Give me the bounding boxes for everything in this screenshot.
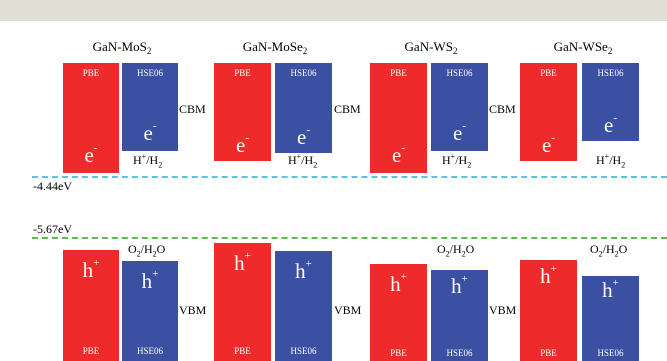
electron-symbol: e- [392,142,405,167]
vbm-pbe-bar-gan-mose2: h+ PBE [214,243,271,361]
water-oxidation-label: O2/H2O [590,242,628,259]
electron-symbol: e- [542,132,555,157]
pbe-label: PBE [540,348,557,358]
vbm-label: VBM [179,303,207,317]
cbm-pbe-bar-gan-ws2: PBE e- [370,63,427,173]
electron-symbol: e- [297,124,310,149]
top-bar [0,0,667,21]
pbe-label: PBE [234,346,251,356]
electron-symbol: e- [453,120,466,145]
hse06-label: HSE06 [290,346,317,356]
reduction-potential-line [32,176,667,178]
cbm-pbe-bar-gan-mos2: PBE e- [63,63,119,173]
panel-title-gan-mose2: GaN-MoSe2 [242,39,308,56]
vbm-hse06-bar-gan-ws2: h+ HSE06 [431,270,488,361]
hse06-label: HSE06 [136,68,163,78]
pbe-label: PBE [390,348,407,358]
pbe-label: PBE [234,68,251,78]
pbe-label: PBE [82,68,100,78]
water-oxidation-label: O2/H2O [437,242,475,259]
vbm-pbe-bar-gan-mos2: h+ PBE [63,250,119,361]
cbm-hse06-bar-gan-ws2: HSE06 e- [431,63,488,151]
panel-title-gan-wse2: GaN-WSe2 [553,39,613,56]
hole-symbol: h+ [602,277,619,302]
hole-symbol: h+ [451,273,468,298]
hse06-label: HSE06 [597,68,624,78]
hydrogen-reduction-label: H+/H2 [288,152,318,170]
electron-symbol: e- [143,120,157,145]
hydrogen-reduction-label: H+/H2 [442,152,472,170]
pbe-label: PBE [540,68,557,78]
electron-symbol: e- [604,112,617,137]
oxidation-potential-label: -5.67eV [33,222,72,236]
reduction-potential-label: -4.44eV [33,179,72,193]
hse06-label: HSE06 [446,348,473,358]
hydrogen-reduction-label: H+/H2 [133,152,163,170]
vbm-label: VBM [489,303,517,317]
vbm-hse06-bar-gan-mose2: h+ HSE06 [275,251,332,361]
vbm-pbe-bar-gan-ws2: h+ PBE [370,264,427,361]
cbm-hse06-bar-gan-mose2: HSE06 e- [275,63,332,153]
panel-title-gan-mos2: GaN-MoS2 [92,39,152,56]
hole-symbol: h+ [390,271,407,296]
cbm-hse06-bar-gan-mos2: HSE06 e- [122,63,178,151]
water-oxidation-label: O2/H2O [128,242,166,259]
hole-symbol: h+ [82,257,100,282]
electron-symbol: e- [84,142,98,167]
cbm-pbe-bar-gan-wse2: PBE e- [520,63,577,161]
pbe-label: PBE [82,346,100,356]
vbm-label: VBM [334,303,362,317]
panel-title-gan-ws2: GaN-WS2 [404,39,458,56]
hse06-label: HSE06 [597,348,624,358]
hse06-label: HSE06 [446,68,473,78]
cbm-hse06-bar-gan-wse2: HSE06 e- [582,63,639,141]
vbm-hse06-bar-gan-wse2: h+ HSE06 [582,276,639,361]
hse06-label: HSE06 [136,346,163,356]
electron-symbol: e- [236,132,249,157]
cbm-label: CBM [179,102,206,116]
vbm-pbe-bar-gan-wse2: h+ PBE [520,260,577,361]
cbm-label: CBM [489,102,516,116]
hydrogen-reduction-label: H+/H2 [596,152,626,170]
cbm-label: CBM [334,102,361,116]
hole-symbol: h+ [234,250,251,275]
cbm-pbe-bar-gan-mose2: PBE e- [214,63,271,161]
hse06-label: HSE06 [290,68,317,78]
oxidation-potential-line [32,237,667,239]
hole-symbol: h+ [295,258,312,283]
hole-symbol: h+ [540,263,557,288]
pbe-label: PBE [390,68,407,78]
vbm-hse06-bar-gan-mos2: h+ HSE06 [122,261,178,361]
hole-symbol: h+ [141,268,159,293]
